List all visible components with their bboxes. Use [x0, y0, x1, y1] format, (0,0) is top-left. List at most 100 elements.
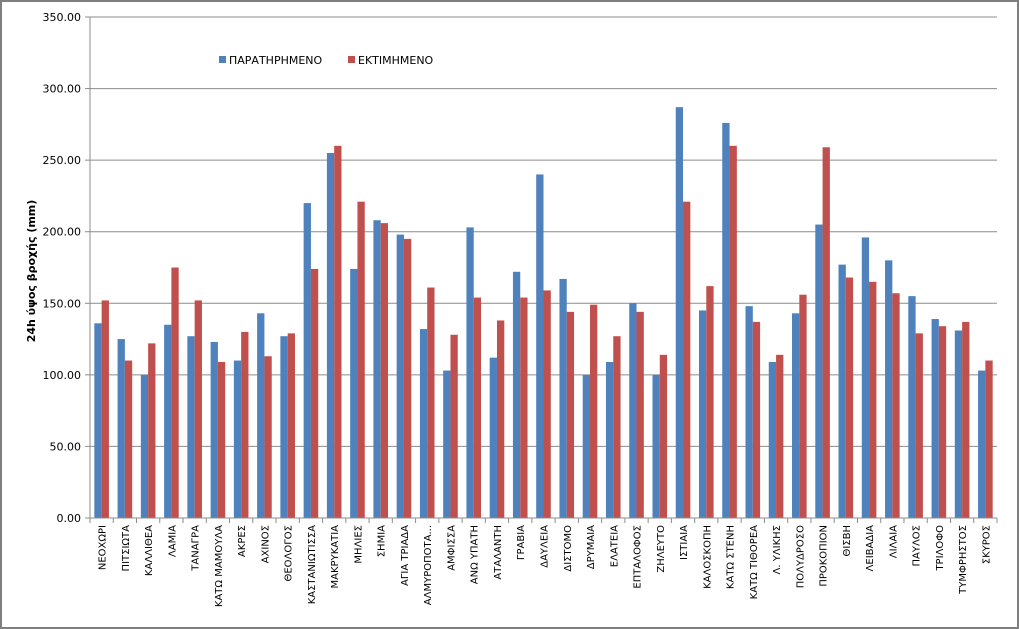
y-tick-label: 0.00 — [57, 512, 82, 525]
x-tick-label: ΚΑΛΛΙΘΕΑ — [144, 525, 155, 576]
x-tick-label: ΙΣΤΙΑΙΑ — [679, 525, 690, 560]
bar-observed — [675, 107, 684, 519]
x-tick-label: ΘΙΣΒΗ — [842, 525, 853, 557]
bar-estimated — [752, 321, 761, 518]
x-tick-label: Λ. ΥΛΙΚΗΣ — [772, 525, 783, 575]
x-tick-label: ΜΑΚΡΥΚΑΤΙΑ — [330, 525, 341, 589]
bar-estimated — [938, 326, 947, 518]
bar-estimated — [496, 320, 505, 518]
axes — [89, 17, 997, 519]
bar-observed — [768, 361, 777, 518]
x-tick-label: ΣΚΥΡΟΣ — [981, 525, 992, 564]
bar-observed — [233, 360, 242, 518]
bar-estimated — [450, 334, 458, 518]
bar-observed — [210, 341, 218, 518]
x-tick-label: ΑΓΙΑ ΤΡΙΑΔΑ — [400, 525, 411, 586]
bar-estimated — [683, 201, 691, 518]
bar-observed — [559, 278, 567, 518]
bar-observed — [187, 336, 195, 518]
bar-observed — [698, 310, 707, 518]
x-tick-label: ΣΗΜΙΑ — [377, 525, 388, 557]
bar-estimated — [334, 145, 342, 519]
x-tick-label: ΑΜΦΙΣΣΑ — [446, 525, 457, 571]
legend-label-estimated: ΕΚΤΙΜΗΜΕΝΟ — [358, 54, 434, 67]
bar-observed — [652, 374, 660, 518]
y-tick-label: 350.00 — [43, 11, 82, 24]
x-tick-label: ΤΥΜΦΡΗΣΤΟΣ — [958, 525, 969, 595]
bar-observed — [326, 152, 335, 518]
y-tick-label: 100.00 — [43, 369, 82, 382]
x-tick-label: ΑΚΡΕΣ — [237, 525, 248, 557]
legend: ΠΑΡΑΤΗΡΗΜΕΝΟ ΕΚΤΙΜΗΜΕΝΟ — [219, 54, 434, 67]
x-tick-label: ΖΗΛΕΥΤΟ — [656, 525, 667, 573]
bar-estimated — [148, 343, 156, 518]
x-tick-label: ΔΑΥΛΕΙΑ — [540, 525, 551, 568]
bar-estimated — [124, 360, 133, 518]
legend-swatch-observed — [219, 56, 226, 63]
bar-observed — [466, 227, 474, 519]
bar-estimated — [962, 321, 970, 518]
bar-observed — [582, 374, 591, 518]
x-axis-ticks: ΝΕΟΧΩΡΙ ΠΙΤΣΙΩΤΑ ΚΑΛΛΙΘΕΑ ΛΑΜΙΑ ΤΑΝΑΓΡΑ ΚΑΤΩ … — [89, 518, 998, 607]
bar-observed — [350, 268, 358, 518]
bar-estimated — [799, 294, 807, 518]
bar-estimated — [636, 311, 644, 518]
x-tick-label: ΜΗΛΙΕΣ — [353, 525, 364, 564]
bar-observed — [443, 370, 451, 518]
x-tick-label: ΓΡΑΒΙΑ — [516, 525, 527, 560]
bar-estimated — [241, 331, 249, 518]
x-tick-label: ΑΤΑΛΑΝΤΗ — [493, 525, 504, 580]
x-tick-label: ΚΑΣΤΑΝΙΩΤΙΣΣΑ — [307, 525, 318, 604]
x-tick-label: ΑΝΩ ΥΠΑΤΗ — [470, 525, 481, 584]
x-tick-label: ΠΡΟΚΟΠΙΟΝ — [819, 525, 830, 587]
bar-estimated — [822, 147, 830, 518]
x-tick-label: ΛΑΜΙΑ — [167, 525, 178, 557]
x-tick-label: ΚΑΤΩ ΜΑΜΟΥΛΑ — [214, 525, 225, 607]
bar-observed — [117, 339, 125, 518]
bar-estimated — [590, 304, 598, 518]
bar-estimated — [287, 333, 295, 518]
bar-estimated — [264, 356, 272, 518]
bar-estimated — [171, 267, 179, 518]
bar-estimated — [217, 361, 226, 518]
bar-observed — [954, 330, 963, 518]
bar-estimated — [659, 354, 668, 518]
bar-observed — [280, 336, 288, 518]
bar-estimated — [776, 354, 784, 518]
x-tick-label: ΘΕΟΛΟΓΟΣ — [284, 525, 295, 582]
y-axis-ticks: 0.00 50.00 100.00 150.00 200.00 250.00 300.00 3… — [43, 11, 90, 525]
x-tick-label: ΤΡΙΛΟΦΟ — [935, 525, 946, 572]
bar-observed — [861, 237, 870, 518]
x-tick-label: ΤΑΝΑΓΡΑ — [191, 525, 202, 572]
bar-estimated — [357, 201, 365, 518]
x-tick-label: ΠΙΤΣΙΩΤΑ — [121, 525, 132, 572]
bar-estimated — [194, 300, 202, 518]
bar-observed — [838, 264, 846, 518]
bar-observed — [303, 203, 311, 519]
x-tick-label: ΝΕΟΧΩΡΙ — [98, 525, 109, 570]
bar-observed — [885, 260, 893, 518]
bar-estimated — [543, 290, 551, 518]
bar-observed — [931, 319, 939, 518]
bar-observed — [536, 174, 544, 518]
x-tick-label: ΚΑΤΩ ΤΙΘΟΡΕΑ — [749, 525, 760, 599]
bar-observed — [94, 323, 102, 518]
y-tick-label: 150.00 — [43, 297, 82, 310]
x-tick-label: ΕΠΤΑΛΟΦΟΣ — [633, 525, 644, 589]
x-tick-label: ΚΑΛΟΣΚΟΠΗ — [702, 525, 713, 589]
bar-observed — [722, 122, 730, 518]
x-tick-label: ΑΛΜΥΡΟΠΟΤΑ... — [423, 525, 434, 605]
bar-estimated — [706, 286, 714, 518]
bar-estimated — [380, 223, 389, 518]
bar-estimated — [869, 281, 877, 518]
bar-observed — [908, 296, 916, 518]
bar-estimated — [310, 268, 319, 518]
bars — [94, 107, 993, 519]
bar-observed — [978, 370, 986, 518]
y-tick-label: 200.00 — [43, 226, 82, 239]
bar-estimated — [566, 311, 575, 518]
legend-label-observed: ΠΑΡΑΤΗΡΗΜΕΝΟ — [229, 54, 323, 67]
bar-observed — [257, 313, 265, 518]
bar-observed — [815, 224, 823, 519]
